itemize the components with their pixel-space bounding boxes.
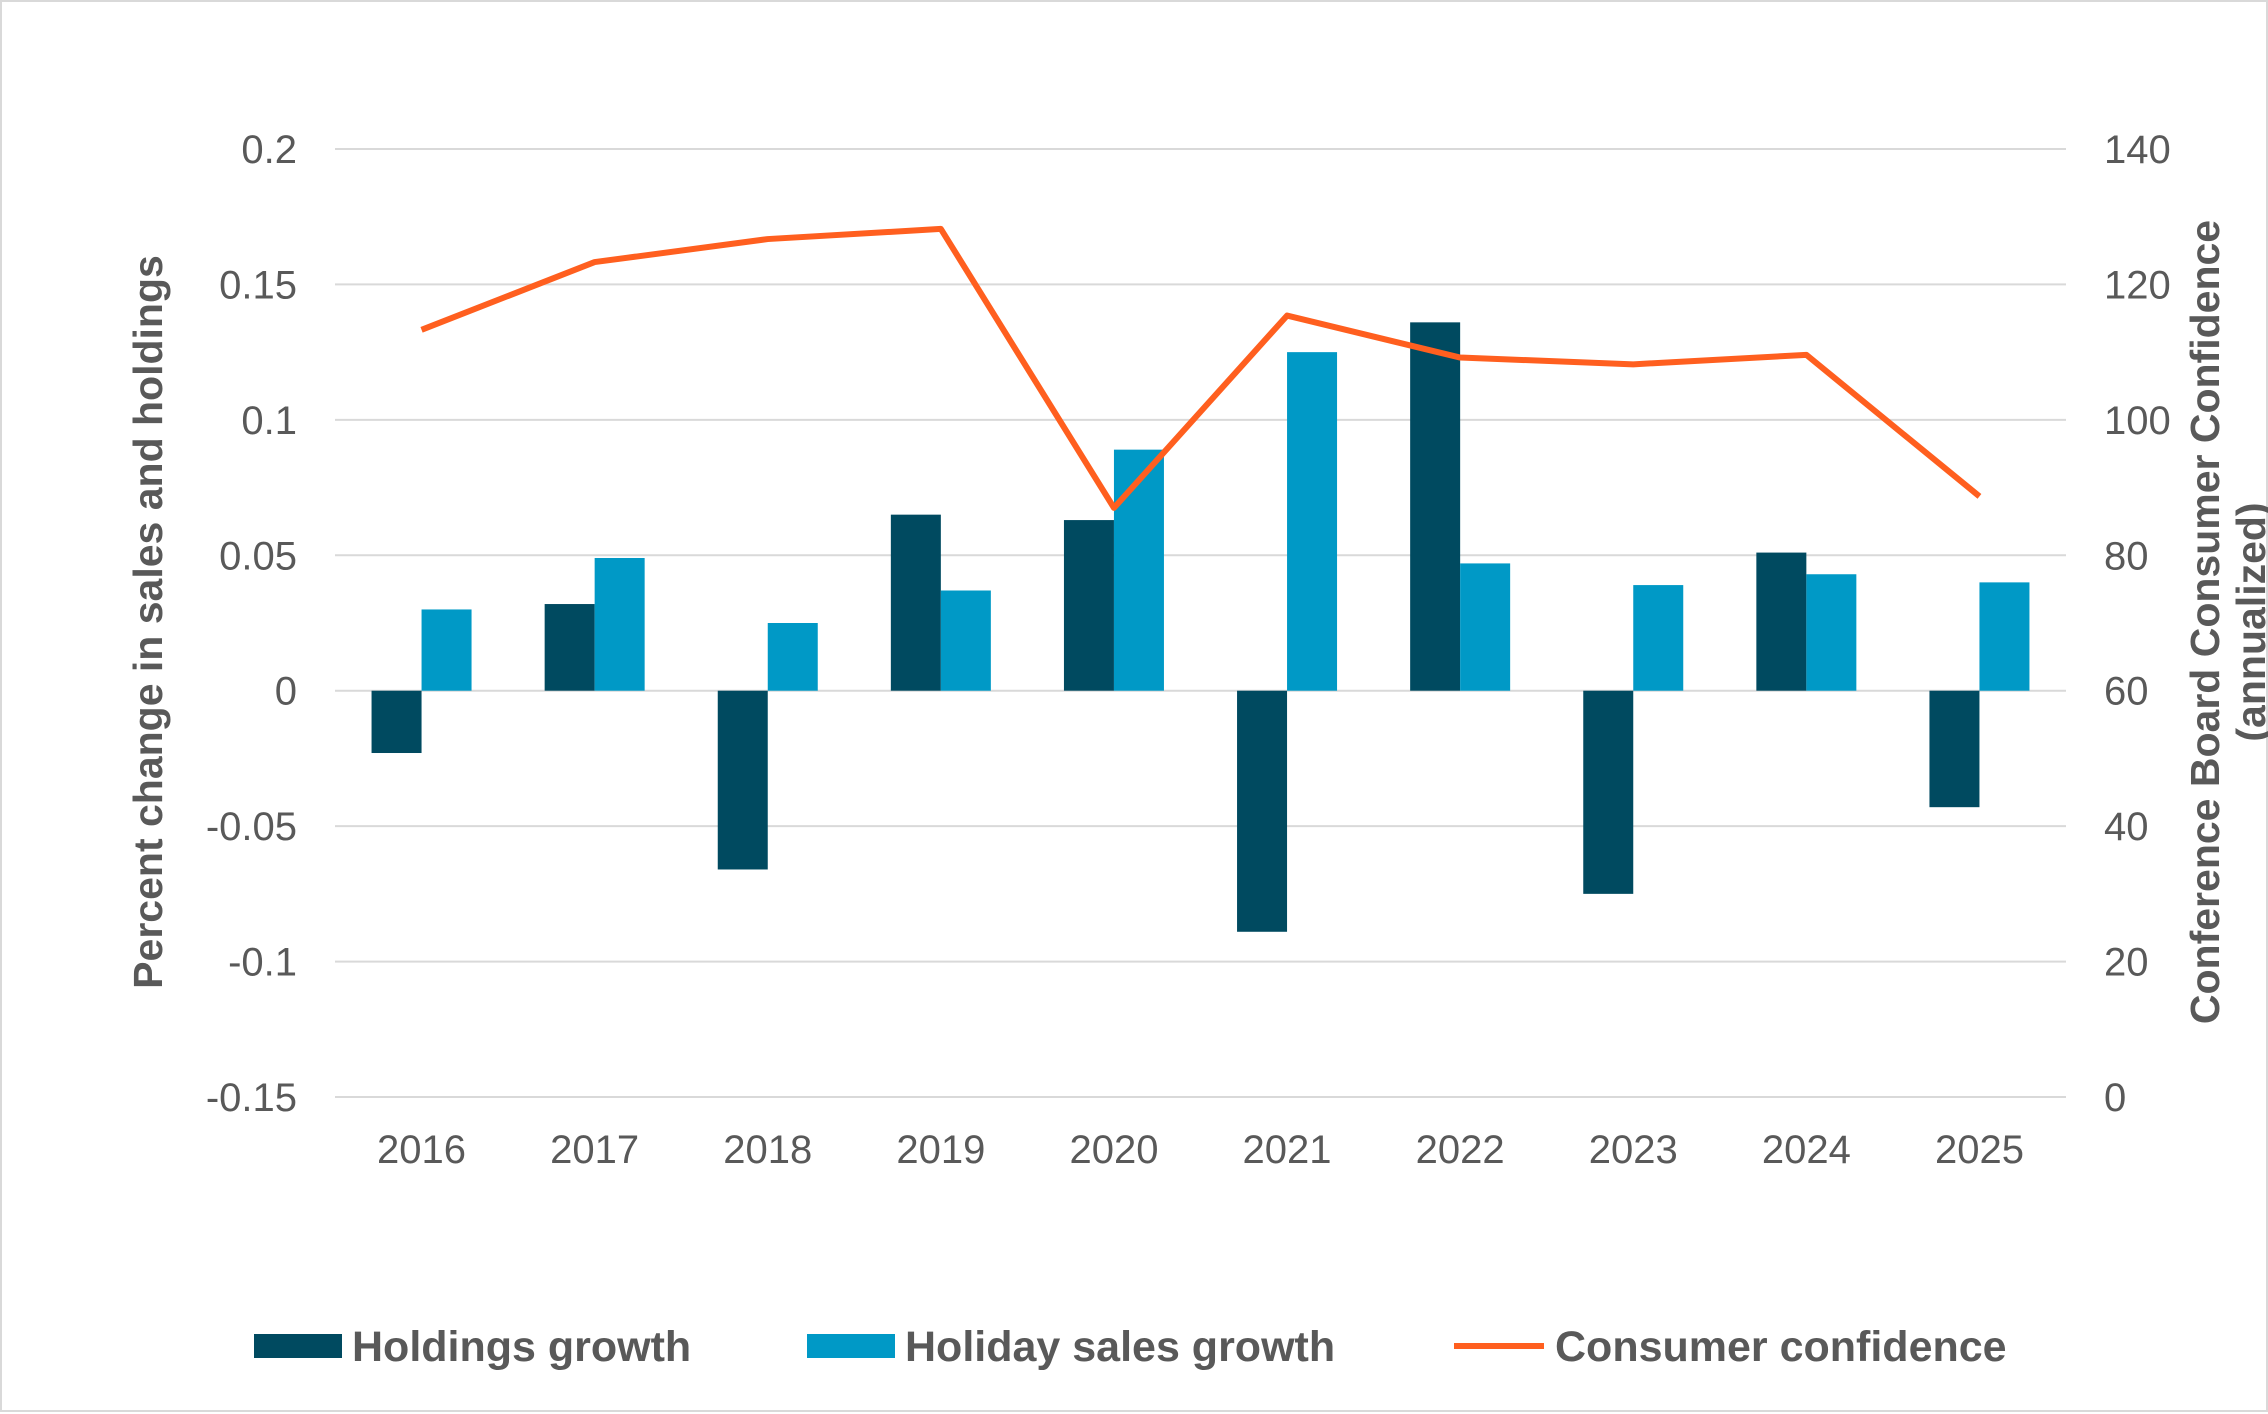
y-tick-label: -0.15 bbox=[206, 1076, 297, 1120]
sales-bar-2022 bbox=[1460, 563, 1510, 690]
y2-tick-label: 60 bbox=[2104, 670, 2149, 714]
legend-swatch-sales bbox=[807, 1334, 895, 1358]
y2-tick-label: 120 bbox=[2104, 263, 2171, 307]
holdings-bar-2024 bbox=[1756, 553, 1806, 691]
holdings-bar-2018 bbox=[718, 691, 768, 870]
legend: Holdings growth Holiday sales growth Con… bbox=[254, 1323, 2007, 1371]
y-tick-label: 0 bbox=[275, 670, 297, 714]
x-tick-label: 2022 bbox=[1416, 1128, 1505, 1172]
legend-label-confidence: Consumer confidence bbox=[1555, 1323, 2007, 1371]
holdings-bar-2022 bbox=[1410, 322, 1460, 690]
x-tick-label: 2020 bbox=[1069, 1128, 1158, 1172]
y2-tick-label: 100 bbox=[2104, 399, 2171, 443]
holdings-bar-2019 bbox=[891, 515, 941, 691]
y2-tick-label: 0 bbox=[2104, 1076, 2126, 1120]
sales-bar-2020 bbox=[1114, 450, 1164, 691]
x-tick-label: 2018 bbox=[723, 1128, 812, 1172]
y-tick-label: -0.05 bbox=[206, 805, 297, 849]
y2-axis-title-line1: Conference Board Consumer Confidence bbox=[2182, 220, 2228, 1024]
sales-bar-2017 bbox=[595, 558, 645, 691]
sales-bar-2025 bbox=[1979, 582, 2029, 690]
y-tick-label: -0.1 bbox=[228, 941, 297, 985]
x-tick-label: 2017 bbox=[550, 1128, 639, 1172]
holdings-bar-2025 bbox=[1929, 691, 1979, 807]
y-tick-label: 0.2 bbox=[241, 128, 297, 172]
sales-bar-2023 bbox=[1633, 585, 1683, 691]
x-tick-label: 2019 bbox=[896, 1128, 985, 1172]
y2-tick-label: 20 bbox=[2104, 941, 2149, 985]
y2-tick-label: 140 bbox=[2104, 128, 2171, 172]
sales-bar-2016 bbox=[422, 609, 472, 690]
y-tick-label: 0.1 bbox=[241, 399, 297, 443]
legend-swatch-holdings bbox=[254, 1334, 342, 1358]
legend-label-holdings: Holdings growth bbox=[352, 1323, 691, 1371]
y2-tick-label: 40 bbox=[2104, 805, 2149, 849]
sales-bar-2024 bbox=[1806, 574, 1856, 690]
sales-bar-2021 bbox=[1287, 352, 1337, 691]
x-tick-label: 2024 bbox=[1762, 1128, 1851, 1172]
legend-label-sales: Holiday sales growth bbox=[905, 1323, 1335, 1371]
y2-axis-title-line2: (annualized) bbox=[2228, 502, 2268, 741]
y-tick-label: 0.05 bbox=[219, 534, 297, 578]
y-tick-label: 0.15 bbox=[219, 263, 297, 307]
sales-bar-2018 bbox=[768, 623, 818, 691]
y2-tick-label: 80 bbox=[2104, 534, 2149, 578]
consumer-confidence-line bbox=[422, 229, 1980, 508]
holdings-bar-2017 bbox=[545, 604, 595, 691]
holdings-bar-2016 bbox=[372, 691, 422, 753]
x-tick-label: 2023 bbox=[1589, 1128, 1678, 1172]
holdings-bar-2021 bbox=[1237, 691, 1287, 932]
holdings-bar-2020 bbox=[1064, 520, 1114, 691]
x-tick-label: 2016 bbox=[377, 1128, 466, 1172]
holdings-bar-2023 bbox=[1583, 691, 1633, 894]
sales-bar-2019 bbox=[941, 590, 991, 690]
x-tick-label: 2021 bbox=[1243, 1128, 1332, 1172]
x-tick-label: 2025 bbox=[1935, 1128, 2024, 1172]
y-axis-title: Percent change in sales and holdings bbox=[125, 255, 171, 989]
